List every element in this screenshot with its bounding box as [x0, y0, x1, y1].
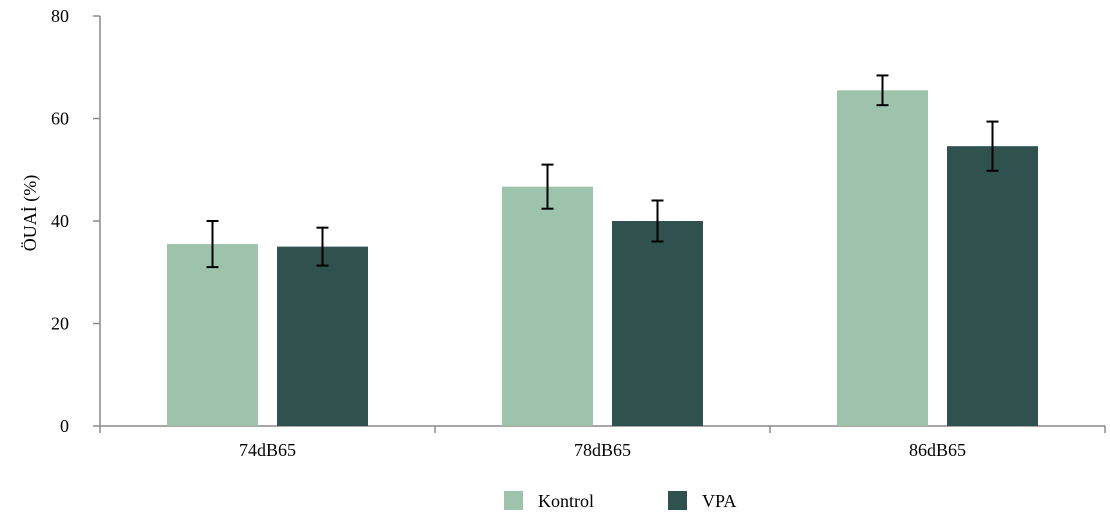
x-tick-label: 78dB65	[574, 440, 631, 460]
legend-swatch-kontrol	[504, 491, 523, 510]
bar-vpa-78db65	[612, 221, 703, 426]
legend-label-vpa: VPA	[702, 491, 736, 511]
bars	[167, 90, 1038, 427]
y-tick-label: 60	[51, 109, 69, 129]
legend-swatch-vpa	[668, 491, 687, 510]
bar-vpa-74db65	[277, 246, 368, 426]
y-axis: 0 20 40 60 80	[51, 6, 101, 436]
legend-label-kontrol: Kontrol	[538, 491, 594, 511]
error-bars	[206, 74, 999, 269]
y-tick-label: 80	[51, 6, 69, 26]
bar-kontrol-86db65	[837, 90, 928, 426]
y-tick-label: 40	[51, 211, 69, 231]
bar-kontrol-74db65	[167, 244, 258, 426]
y-tick-label: 0	[60, 416, 69, 436]
bar-kontrol-78db65	[502, 186, 593, 426]
legend: Kontrol VPA	[504, 491, 736, 511]
x-tick-label: 74dB65	[239, 440, 296, 460]
x-axis: 74dB65 78dB65 86dB65	[99, 425, 1106, 460]
x-tick-label: 86dB65	[909, 440, 966, 460]
bar-vpa-86db65	[947, 146, 1038, 427]
y-axis-title: ÖUAİ (%)	[20, 175, 41, 251]
y-tick-label: 20	[51, 314, 69, 334]
